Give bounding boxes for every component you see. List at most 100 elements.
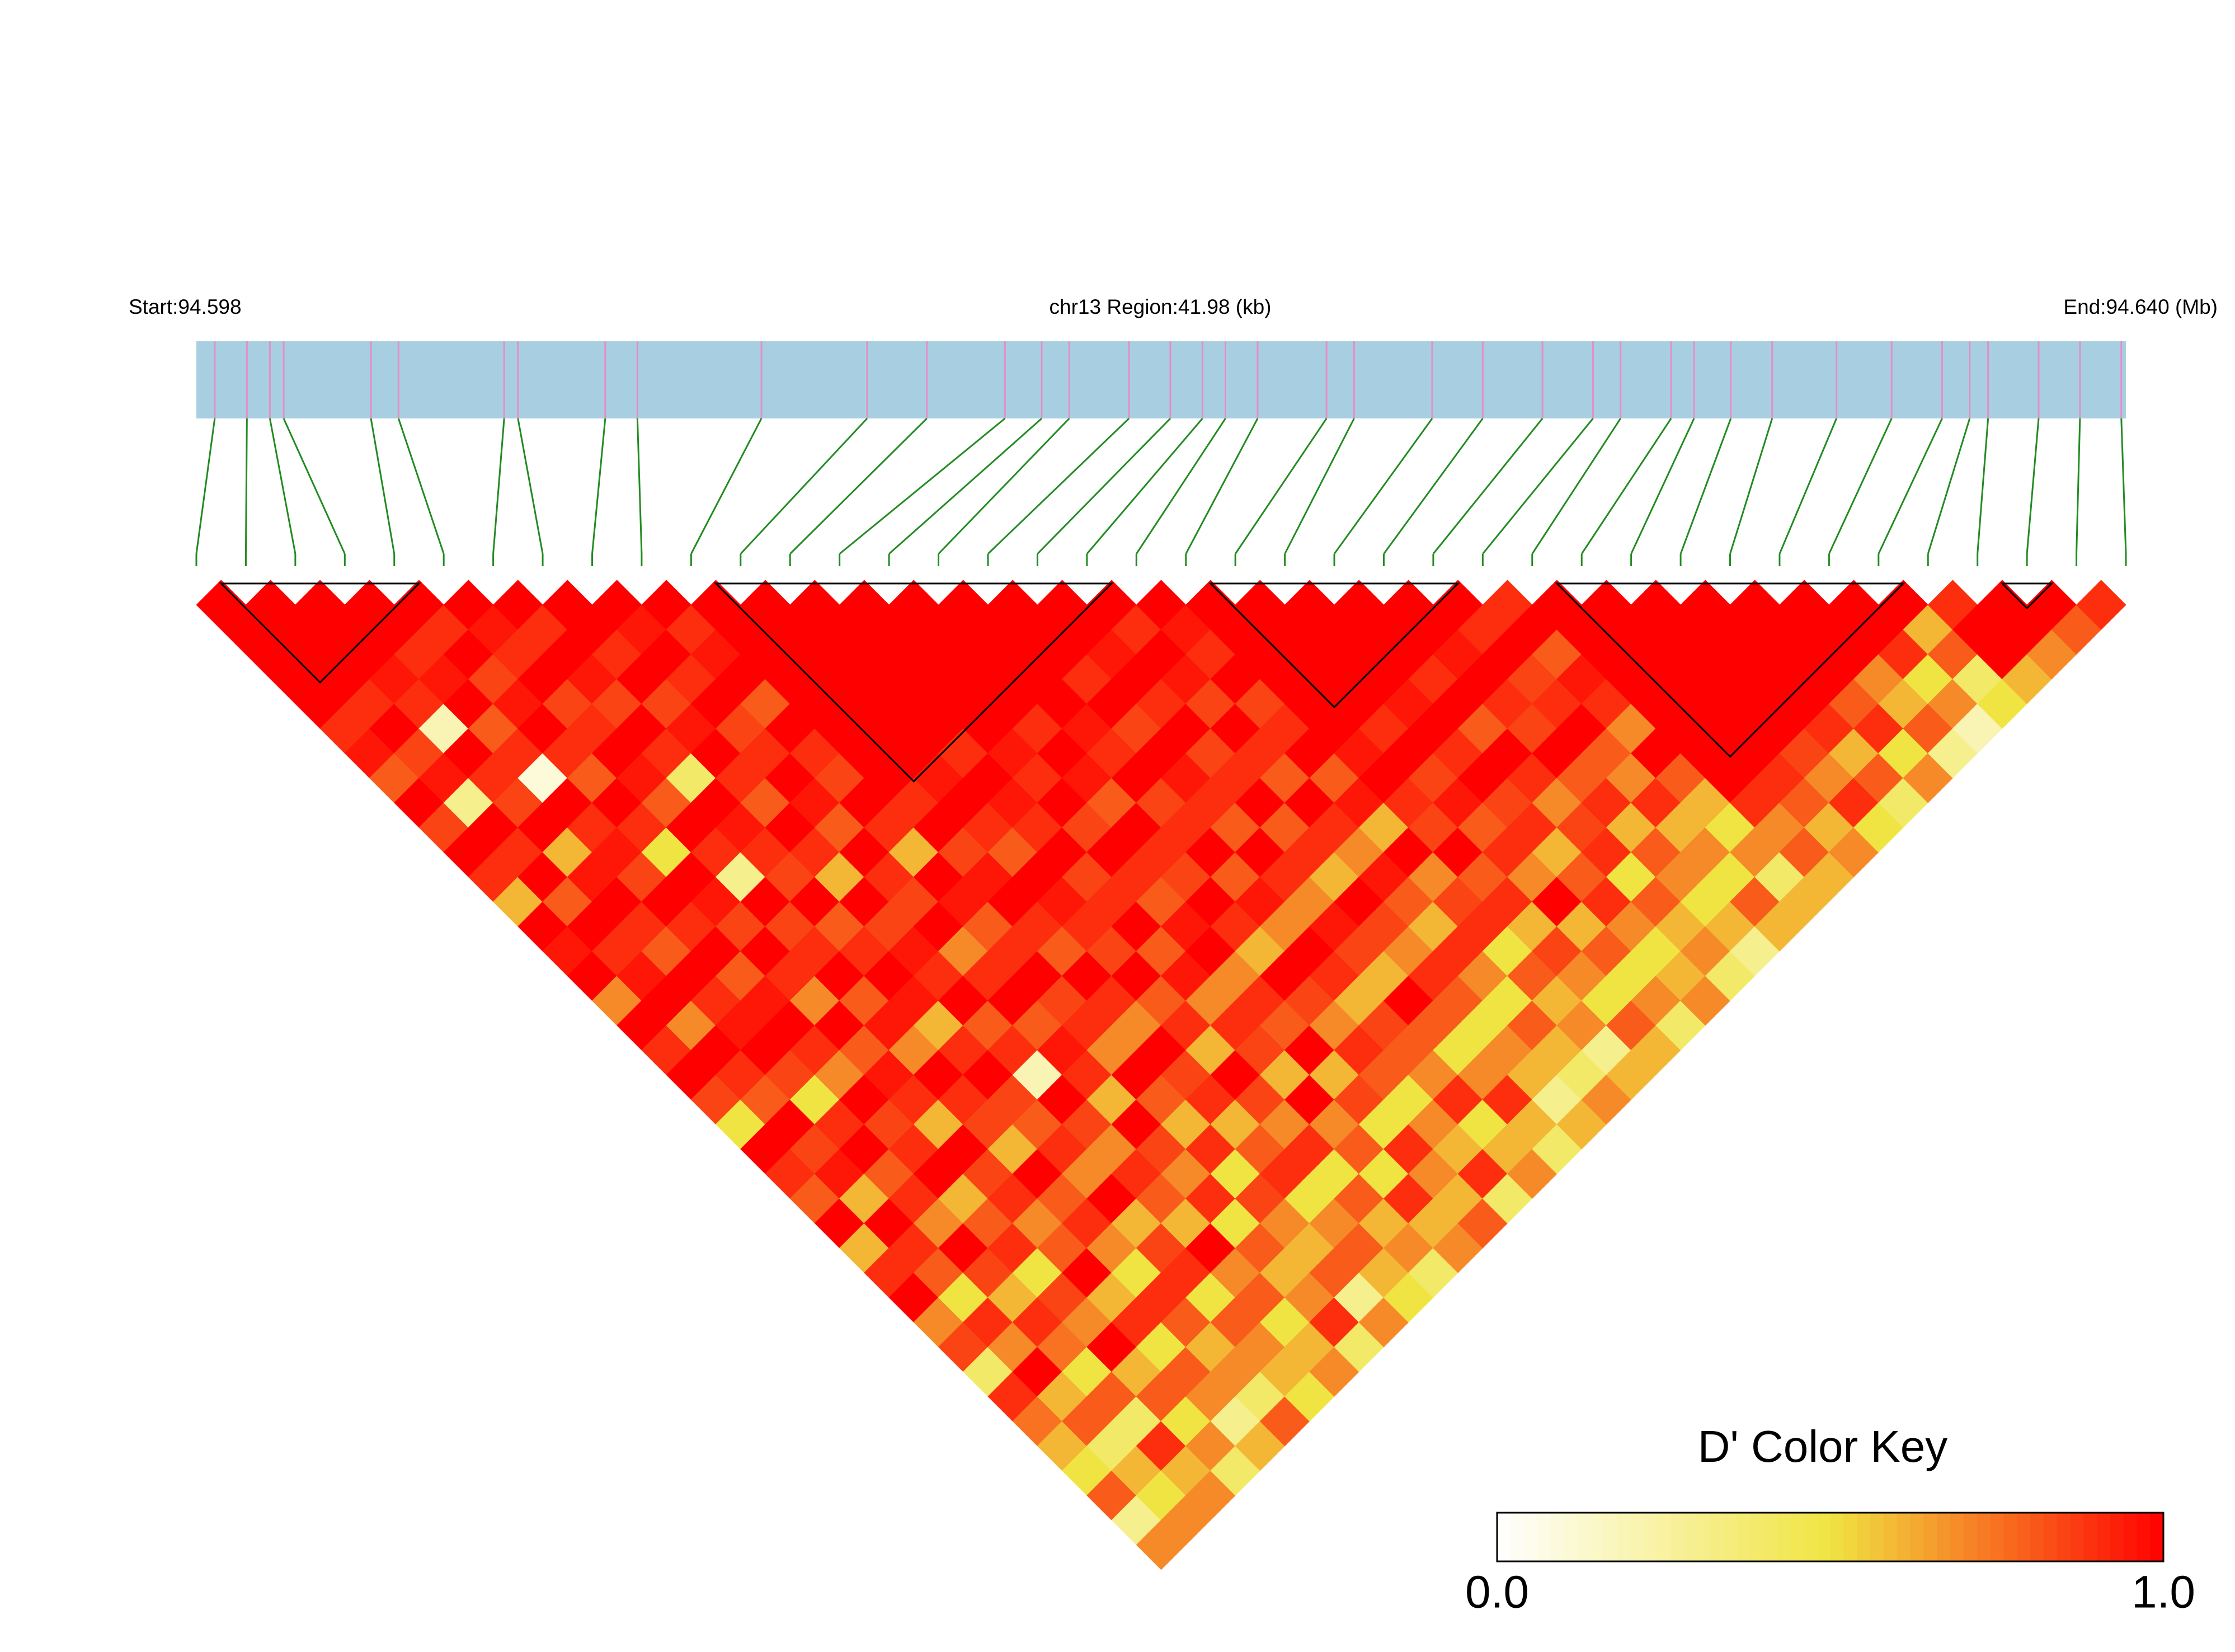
snp-link: [269, 418, 297, 554]
snp-link: [1383, 418, 1484, 554]
snp-link: [1136, 418, 1226, 554]
snp-link: [1531, 418, 1621, 554]
snp-link: [397, 418, 445, 554]
key-swatch: [1830, 1513, 1844, 1561]
snp-link: [492, 418, 505, 554]
snp-link: [1086, 418, 1203, 554]
key-swatch: [1603, 1513, 1617, 1561]
key-swatch: [1790, 1513, 1804, 1561]
key-swatch: [2150, 1513, 2164, 1561]
key-swatch: [2096, 1513, 2111, 1561]
snp-link: [2026, 418, 2040, 554]
key-swatch: [1523, 1513, 1538, 1561]
key-swatch: [1683, 1513, 1697, 1561]
snp-link: [370, 418, 396, 554]
key-swatch: [1644, 1513, 1658, 1561]
snp-link: [1729, 418, 1773, 554]
snp-link: [283, 418, 346, 554]
key-tick-label: 1.0: [2132, 1567, 2195, 1618]
key-swatch: [1803, 1513, 1818, 1561]
snp-link: [636, 418, 643, 554]
key-swatch: [1883, 1513, 1898, 1561]
key-swatch: [2083, 1513, 2097, 1561]
key-swatch: [1910, 1513, 1924, 1561]
snp-link: [244, 418, 248, 554]
snp-link: [1679, 418, 1732, 554]
snp-link: [1037, 417, 1171, 555]
ld-block: [219, 582, 421, 684]
snp-link: [517, 418, 544, 554]
snp-link: [2076, 418, 2081, 554]
snp-link: [2120, 418, 2127, 554]
snp-link: [740, 417, 868, 555]
key-swatch: [2030, 1513, 2044, 1561]
snp-link: [195, 418, 216, 554]
key-title: D' Color Key: [1698, 1422, 1948, 1471]
key-swatch: [2123, 1513, 2137, 1561]
key-swatch: [2057, 1513, 2071, 1561]
ld-block: [2000, 582, 2054, 610]
key-frame: [1496, 1512, 2165, 1562]
key-swatch: [1564, 1513, 1578, 1561]
key-swatch: [2016, 1513, 2031, 1561]
key-swatch: [1977, 1513, 1991, 1561]
key-swatch: [2070, 1513, 2084, 1561]
key-swatch: [1617, 1513, 1631, 1561]
key-swatch: [1670, 1513, 1685, 1561]
key-swatch: [1937, 1513, 1951, 1561]
key-swatch: [1737, 1513, 1751, 1561]
key-swatch: [1990, 1513, 2004, 1561]
snp-link: [789, 417, 928, 555]
snp-link: [1828, 418, 1893, 554]
snp-link: [1482, 418, 1594, 554]
key-swatch: [1657, 1513, 1671, 1561]
snp-link: [1185, 418, 1259, 554]
key-swatch: [1763, 1513, 1777, 1561]
key-swatch: [1497, 1513, 1511, 1561]
key-swatch: [1857, 1513, 1871, 1561]
key-swatch: [1723, 1513, 1738, 1561]
key-swatch: [2137, 1513, 2151, 1561]
key-swatch: [1777, 1513, 1791, 1561]
key-swatch: [1577, 1513, 1591, 1561]
snp-link: [839, 417, 1006, 555]
key-swatch: [1897, 1513, 1911, 1561]
key-swatch: [1697, 1513, 1711, 1561]
ld-cell: [2076, 580, 2126, 630]
snp-link: [1580, 418, 1672, 554]
key-swatch: [1870, 1513, 1884, 1561]
ld-block: [1208, 582, 1460, 709]
snp-link: [690, 418, 763, 554]
start-label: Start:94.598: [129, 295, 242, 318]
key-swatch: [1750, 1513, 1764, 1561]
snp-link: [987, 417, 1130, 555]
key-swatch: [1817, 1513, 1831, 1561]
snp-link: [888, 417, 1042, 555]
key-swatch: [2003, 1513, 2017, 1561]
key-swatch: [1963, 1513, 1978, 1561]
snp-link: [1977, 418, 1989, 554]
snp-link: [1284, 418, 1355, 554]
ld-block: [1555, 582, 1905, 758]
snp-link: [1927, 418, 1971, 554]
snp-link: [1432, 418, 1544, 554]
key-swatch: [1510, 1513, 1524, 1561]
key-tick-label: 0.0: [1465, 1567, 1529, 1618]
snp-link: [1778, 418, 1838, 554]
ld-block: [713, 582, 1114, 783]
key-swatch: [1590, 1513, 1605, 1561]
region-label: chr13 Region:41.98 (kb): [1050, 295, 1272, 318]
key-swatch: [2110, 1513, 2124, 1561]
key-swatch: [2043, 1513, 2058, 1561]
snp-link: [1333, 418, 1433, 554]
snp-link: [1630, 418, 1695, 554]
key-swatch: [1550, 1513, 1564, 1561]
snp-link: [938, 417, 1070, 555]
end-label: End:94.640 (Mb): [2063, 295, 2218, 318]
key-swatch: [1630, 1513, 1644, 1561]
snp-link: [591, 418, 606, 554]
key-swatch: [1950, 1513, 1964, 1561]
key-swatch: [1710, 1513, 1724, 1561]
snp-link: [1878, 418, 1943, 554]
